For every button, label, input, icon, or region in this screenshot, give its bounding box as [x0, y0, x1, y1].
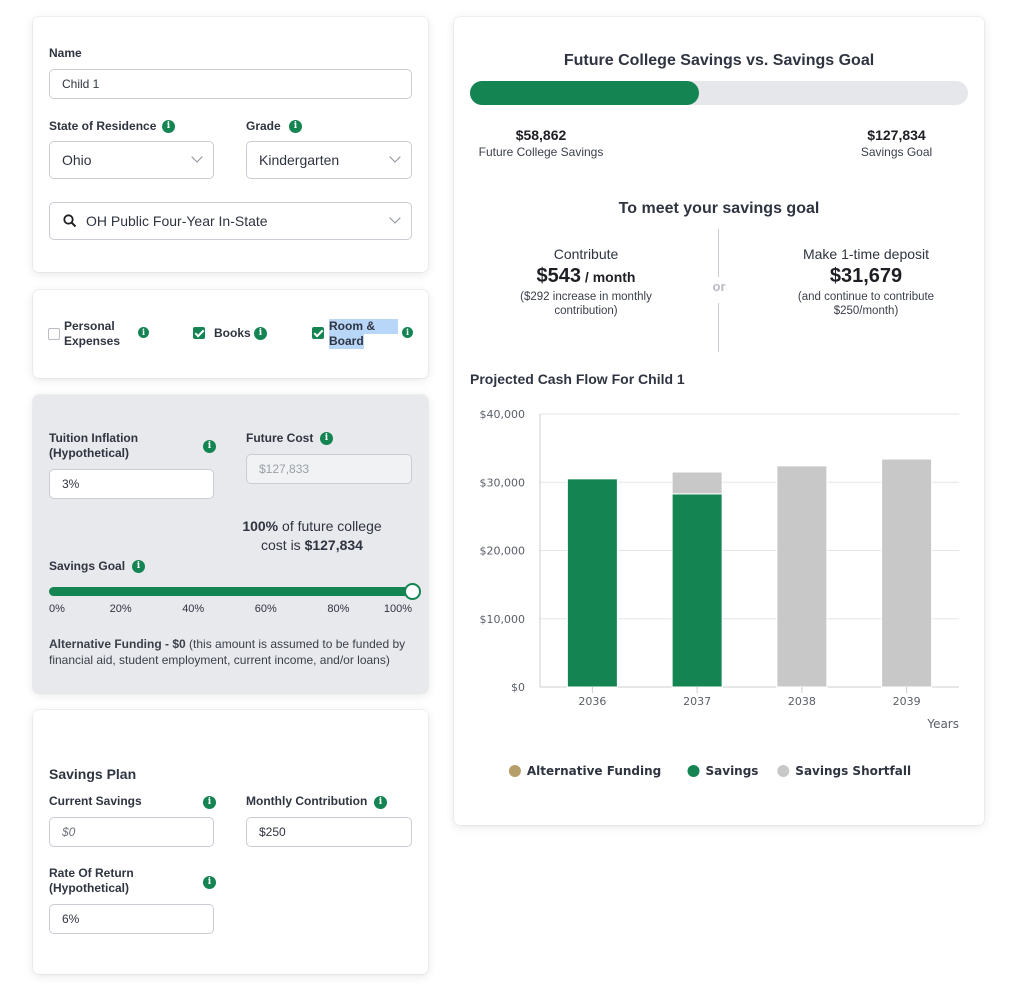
y-tick-label: $40,000: [480, 408, 526, 421]
coverage-text: 100% of future college cost is $127,834: [242, 518, 382, 553]
school-select[interactable]: OH Public Four-Year In-State: [49, 202, 412, 240]
x-axis-label: Years: [926, 717, 959, 731]
x-tick-label: 2037: [683, 695, 711, 708]
books-label: Books: [214, 326, 251, 340]
x-tick-label: 2038: [788, 695, 816, 708]
child-info-card: Name Child 1 State of Residence i Ohio G…: [33, 17, 428, 272]
y-tick-label: $10,000: [480, 613, 526, 626]
current-savings-label: Current Savings: [49, 794, 142, 808]
savings-plan-title: Savings Plan: [49, 766, 137, 782]
rate-of-return-label: Rate Of Return (Hypothetical): [49, 866, 134, 895]
room-board-info-icon[interactable]: i: [402, 327, 413, 338]
y-tick-label: $30,000: [480, 476, 526, 489]
legend-marker: [777, 765, 790, 777]
bar-savings: [671, 493, 723, 688]
slider-tick-label: 20%: [109, 603, 132, 615]
tuition-inflation-input[interactable]: 3%: [49, 469, 214, 499]
grade-select-value: Kindergarten: [259, 152, 340, 168]
x-tick-label: 2039: [893, 695, 921, 708]
summary-title: Future College Savings vs. Savings Goal: [563, 52, 875, 69]
legend-label: Savings Shortfall: [795, 764, 911, 778]
monthly-contribution-input[interactable]: $250: [246, 817, 412, 847]
contribute-option: Contribute $543 / month ($292 increase i…: [520, 246, 652, 317]
room-board-label: Room & Board: [329, 319, 398, 349]
alternative-funding-text: Alternative Funding - $0 (this amount is…: [49, 637, 406, 667]
or-label: or: [712, 279, 726, 294]
chart-title: Projected Cash Flow For Child 1: [470, 371, 685, 387]
savings-progress-fill: [470, 81, 700, 105]
tuition-inflation-label: Tuition Inflation (Hypothetical): [49, 431, 139, 460]
legend-marker: [508, 765, 521, 777]
rate-of-return-input[interactable]: 6%: [49, 904, 214, 934]
summary-card: Future College Savings vs. Savings Goal …: [454, 17, 984, 825]
slider-tick-label: 60%: [254, 603, 277, 615]
savings-goal-label: Savings Goal: [49, 559, 126, 573]
legend-label: Alternative Funding: [527, 764, 661, 778]
state-select[interactable]: Ohio: [49, 141, 214, 179]
bar-savings-shortfall: [776, 465, 828, 688]
inflation-card: Tuition Inflation (Hypothetical) i 3% Fu…: [33, 395, 428, 693]
future-cost-input[interactable]: $127,833: [246, 454, 412, 484]
future-cost-label: Future Cost: [246, 431, 314, 445]
expenses-card: Personal Expenses i Books i Room & Board…: [33, 290, 428, 378]
savings-goal-slider-handle[interactable]: [404, 583, 421, 600]
current-savings-info-icon[interactable]: i: [203, 796, 216, 809]
future-savings-stat: $58,862 Future College Savings: [478, 127, 604, 159]
slider-tick-label: 80%: [327, 603, 350, 615]
search-icon: [63, 214, 77, 228]
monthly-contribution-info-icon[interactable]: i: [374, 796, 387, 809]
y-tick-label: $20,000: [480, 545, 526, 558]
savings-goal-slider-track[interactable]: [49, 583, 421, 600]
x-tick-label: 2036: [578, 695, 606, 708]
slider-tick-label: 0%: [49, 603, 65, 615]
rate-of-return-info-icon[interactable]: i: [203, 876, 216, 889]
personal-expenses-label: Personal Expenses: [64, 319, 121, 348]
grade-select[interactable]: Kindergarten: [246, 141, 412, 179]
school-select-value: OH Public Four-Year In-State: [86, 213, 268, 229]
savings-goal-info-icon[interactable]: i: [132, 560, 145, 573]
meet-goal-title: To meet your savings goal: [618, 200, 820, 217]
name-input[interactable]: Child 1: [49, 69, 412, 99]
savings-progress-bar: [470, 81, 968, 105]
grade-info-icon[interactable]: i: [289, 120, 302, 133]
state-select-value: Ohio: [62, 152, 92, 168]
options-divider: [718, 303, 719, 352]
bar-savings-shortfall: [671, 471, 723, 495]
room-board-checkbox[interactable]: [312, 327, 324, 339]
personal-expenses-info-icon[interactable]: i: [138, 327, 149, 338]
slider-tick-label: 100%: [383, 603, 412, 615]
legend-label: Savings: [706, 764, 759, 778]
state-info-icon[interactable]: i: [162, 120, 175, 133]
options-divider: [718, 229, 719, 277]
personal-expenses-checkbox[interactable]: [48, 328, 60, 340]
y-tick-label: $0: [511, 681, 525, 694]
savings-plan-card: Savings Plan Current Savings i $0 Monthl…: [33, 710, 428, 974]
savings-goal-slider-fill: [49, 587, 412, 596]
name-label: Name: [49, 46, 82, 60]
bar-savings: [566, 478, 618, 688]
deposit-option: Make 1-time deposit $31,679 (and continu…: [797, 246, 935, 317]
tuition-info-icon[interactable]: i: [203, 440, 216, 453]
future-cost-info-icon[interactable]: i: [320, 432, 333, 445]
chevron-down-icon: [191, 151, 203, 163]
slider-tick-labels: 0% 20% 40% 60% 80% 100%: [49, 603, 412, 617]
current-savings-input[interactable]: $0: [49, 817, 214, 847]
monthly-contribution-label: Monthly Contribution: [246, 794, 368, 808]
chevron-down-icon: [389, 151, 401, 163]
bar-savings-shortfall: [881, 458, 933, 688]
grade-label: Grade: [246, 119, 281, 133]
cash-flow-chart: $0 $10,000 $20,000 $30,000 $40,000 2036 2037 20…: [480, 408, 959, 778]
books-checkbox[interactable]: [193, 327, 205, 339]
slider-tick-label: 40%: [182, 603, 205, 615]
state-label: State of Residence: [49, 119, 157, 133]
legend-marker: [687, 765, 700, 777]
savings-goal-stat: $127,834 Savings Goal: [860, 127, 933, 159]
chevron-down-icon: [389, 212, 401, 224]
books-info-icon[interactable]: i: [254, 327, 267, 340]
